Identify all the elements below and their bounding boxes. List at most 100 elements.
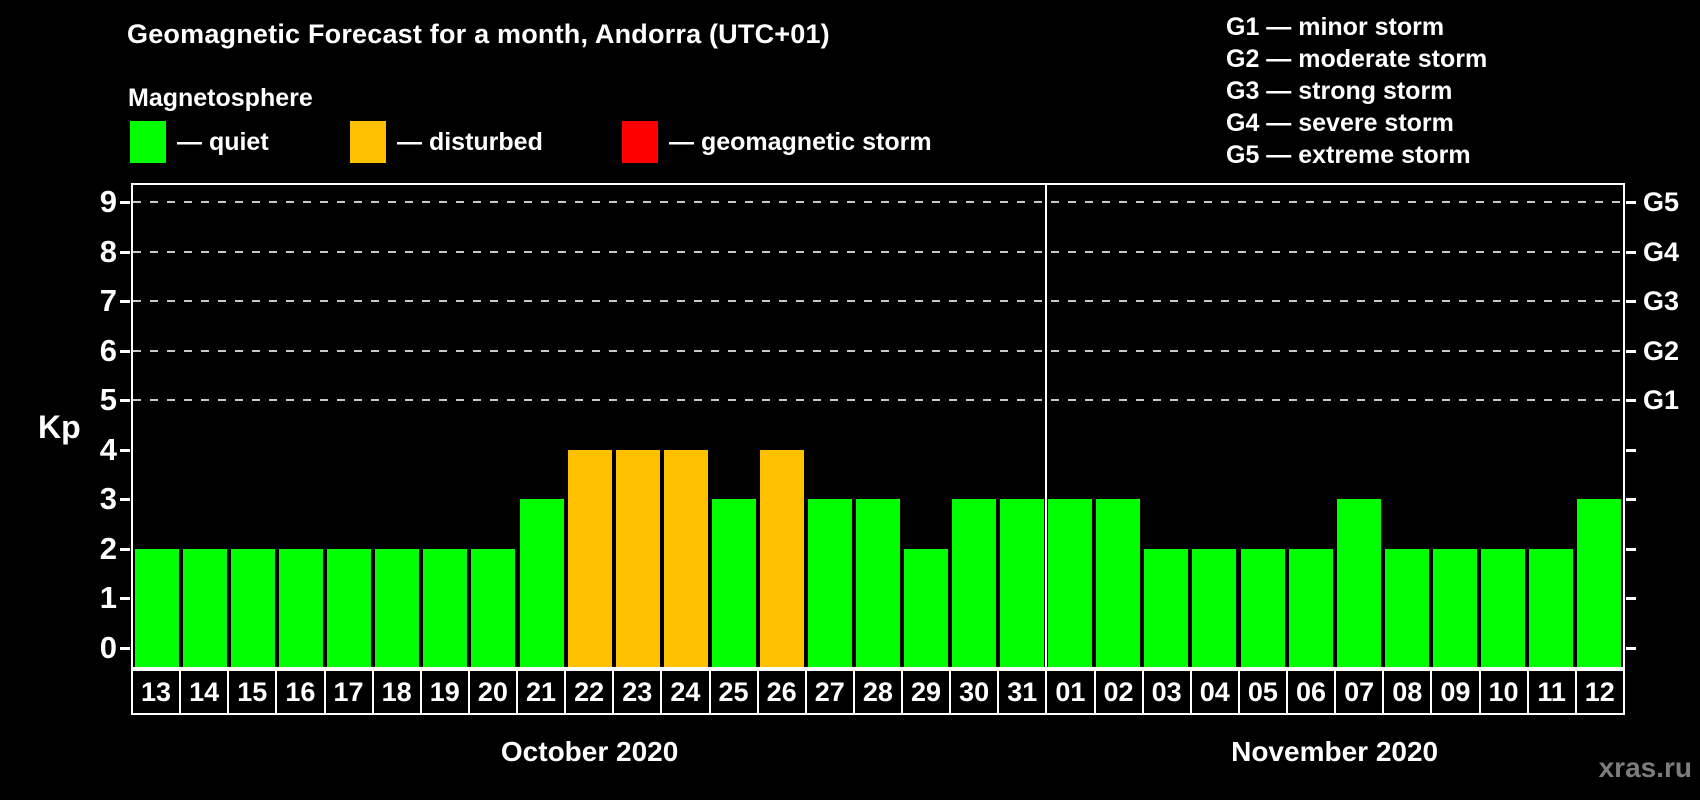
kp-bar-24 — [663, 449, 708, 667]
chart-title: Geomagnetic Forecast for a month, Andorr… — [127, 19, 830, 49]
g-tick-label-G5: G5 — [1643, 187, 1680, 217]
kp-bar-11 — [1528, 548, 1573, 667]
y-tick-label: 0 — [99, 629, 117, 665]
day-label-19: 19 — [419, 669, 470, 715]
gridline-kp7 — [133, 300, 1623, 302]
y-tick-mark — [120, 300, 130, 303]
storm-scale-line: G2 — moderate storm — [1226, 45, 1488, 73]
storm-swatch — [622, 121, 658, 163]
kp-bar-12 — [1576, 499, 1621, 667]
g-tick-label-G4: G4 — [1643, 236, 1680, 267]
y-tick-mark — [120, 201, 130, 204]
day-label-02: 02 — [1093, 669, 1144, 715]
day-label-17: 17 — [323, 669, 374, 715]
g-tick-mark — [1626, 300, 1636, 303]
kp-bar-10 — [1480, 548, 1525, 667]
day-label-26: 26 — [756, 669, 807, 715]
kp-bar-01 — [1048, 499, 1093, 667]
day-label-28: 28 — [852, 669, 903, 715]
day-label-14: 14 — [179, 669, 230, 715]
kp-bar-19 — [423, 548, 468, 667]
y-tick-label: 5 — [99, 382, 117, 417]
day-label-16: 16 — [275, 669, 326, 715]
day-label-08: 08 — [1382, 669, 1433, 715]
day-label-03: 03 — [1141, 669, 1192, 715]
y-tick-mark — [120, 250, 130, 254]
month-label: October 2020 — [500, 736, 679, 767]
kp-bar-28 — [856, 499, 900, 667]
day-label-11: 11 — [1526, 669, 1577, 715]
kp-bar-08 — [1384, 548, 1429, 667]
day-label-06: 06 — [1286, 669, 1337, 715]
day-label-22: 22 — [564, 669, 615, 715]
g-tick-mark — [1626, 498, 1636, 501]
y-tick-mark — [120, 646, 130, 650]
kp-bar-06 — [1288, 548, 1333, 667]
gridline-kp5 — [133, 399, 1623, 401]
plot-area — [131, 183, 1625, 669]
kp-bar-07 — [1336, 499, 1381, 667]
kp-bar-26 — [759, 449, 804, 667]
kp-bar-03 — [1144, 548, 1189, 667]
watermark: xras.ru — [1598, 752, 1692, 783]
y-tick-label: 6 — [99, 332, 117, 368]
legend-title: Magnetosphere — [128, 84, 313, 112]
legend-item-disturbed: — disturbed — [350, 120, 543, 164]
month-separator — [1045, 185, 1048, 667]
y-tick-mark — [120, 498, 130, 501]
y-tick-label: 7 — [99, 283, 117, 318]
g-tick-label-G1: G1 — [1643, 385, 1680, 415]
kp-bar-18 — [375, 548, 420, 667]
day-label-15: 15 — [227, 669, 278, 715]
y-tick-mark — [120, 448, 130, 452]
legend-item-label: — disturbed — [397, 127, 543, 156]
day-label-31: 31 — [997, 669, 1048, 715]
y-tick-mark — [120, 597, 130, 600]
day-axis: 13 14 15 16 17 18 19 20 21 22 23 24 25 26 27 28 29 30 31 01… — [131, 669, 1625, 715]
legend-item-label: — geomagnetic storm — [669, 127, 932, 156]
gridline-kp9 — [133, 201, 1623, 203]
kp-bar-25 — [711, 499, 756, 667]
y-tick-label: 9 — [99, 184, 117, 219]
y-tick-mark — [120, 547, 130, 551]
day-label-23: 23 — [612, 669, 663, 715]
day-label-30: 30 — [949, 669, 1000, 715]
storm-scale-legend: G1 — minor storm G2 — moderate storm G3 — … — [1226, 11, 1487, 171]
storm-scale-line: G3 — strong storm — [1226, 77, 1453, 105]
day-label-09: 09 — [1430, 669, 1481, 715]
day-label-25: 25 — [708, 669, 759, 715]
g-tick-mark — [1626, 349, 1636, 353]
gridline-kp8 — [133, 250, 1623, 253]
storm-scale-line: G4 — severe storm — [1226, 109, 1454, 137]
kp-bar-29 — [904, 548, 949, 667]
day-label-10: 10 — [1478, 669, 1529, 715]
kp-bar-21 — [519, 499, 564, 667]
kp-bar-02 — [1096, 499, 1141, 667]
month-label: November 2020 — [1231, 736, 1439, 767]
g-tick-mark — [1626, 646, 1636, 650]
kp-bar-20 — [471, 548, 516, 667]
legend-item-label: — quiet — [177, 127, 269, 156]
day-label-21: 21 — [516, 669, 567, 715]
legend-item-quiet: — quiet — [130, 120, 269, 164]
day-label-07: 07 — [1334, 669, 1385, 715]
g-tick-label-G3: G3 — [1643, 286, 1680, 316]
y-tick-label: 1 — [99, 580, 117, 615]
g-tick-mark — [1626, 448, 1636, 452]
y-tick-label: 8 — [99, 233, 117, 269]
day-label-24: 24 — [660, 669, 711, 715]
kp-bar-04 — [1192, 548, 1237, 667]
y-tick-mark — [120, 399, 130, 402]
y-tick-label: 4 — [99, 431, 117, 467]
day-label-13: 13 — [131, 669, 182, 715]
y-tick-mark — [120, 349, 130, 353]
kp-bar-16 — [279, 548, 324, 667]
quiet-swatch — [130, 121, 166, 163]
kp-bar-23 — [615, 449, 660, 667]
kp-bar-30 — [952, 499, 997, 667]
kp-bar-14 — [183, 548, 228, 667]
day-label-05: 05 — [1237, 669, 1288, 715]
y-axis-label: Kp — [38, 409, 81, 445]
g-tick-mark — [1626, 597, 1636, 600]
